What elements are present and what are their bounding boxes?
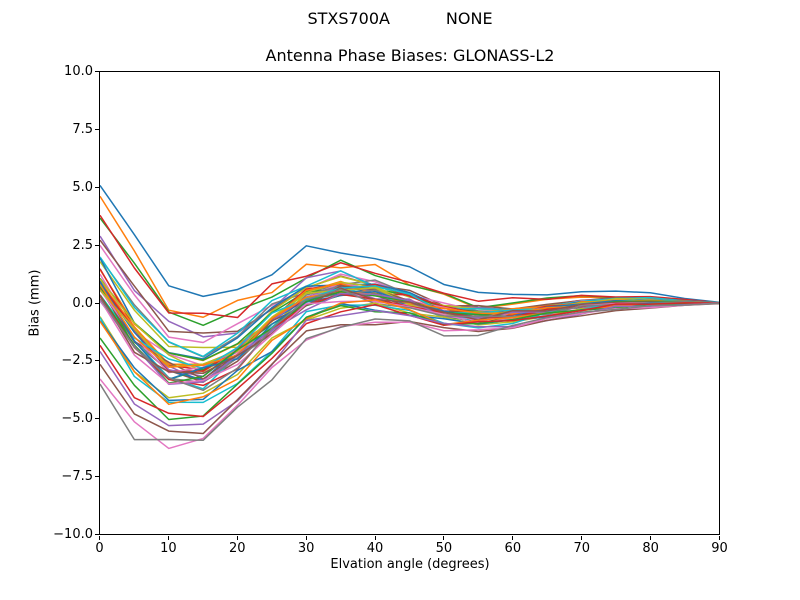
x-tick-label: 80 — [642, 541, 659, 556]
x-tick-label: 40 — [366, 541, 384, 556]
y-tick-mark — [95, 360, 99, 362]
y-tick-label: 7.5 — [72, 121, 93, 137]
y-tick-mark — [95, 128, 99, 130]
y-tick-mark — [95, 418, 99, 420]
plot-lines — [100, 72, 719, 534]
x-tick-label: 10 — [160, 541, 177, 556]
y-tick-label: 2.5 — [72, 237, 93, 253]
y-tick-label: 5.0 — [72, 179, 93, 195]
bias-curve — [100, 185, 719, 302]
x-tick-label: 90 — [711, 541, 728, 556]
y-tick-mark — [95, 244, 99, 246]
y-tick-label: 0.0 — [72, 295, 93, 311]
x-tick-label: 20 — [228, 541, 246, 556]
x-tick-label: 50 — [435, 541, 453, 556]
x-tick-mark — [581, 535, 583, 540]
figure-suptitle: STXS700A NONE — [307, 9, 493, 28]
bias-curve — [100, 240, 719, 333]
y-tick-label: −5.0 — [61, 411, 93, 427]
x-axis-label: Elvation angle (degrees) — [330, 557, 490, 572]
plot-area — [99, 71, 720, 535]
x-tick-mark — [443, 535, 445, 540]
x-tick-mark — [512, 535, 514, 540]
y-tick-mark — [95, 302, 99, 304]
y-tick-label: −7.5 — [61, 469, 93, 485]
chart-title: Antenna Phase Biases: GLONASS-L2 — [265, 46, 555, 65]
x-tick-mark — [374, 535, 376, 540]
bias-curve — [100, 303, 719, 440]
x-tick-mark — [719, 535, 720, 540]
x-tick-mark — [99, 535, 100, 540]
x-tick-mark — [236, 535, 238, 540]
y-tick-mark — [95, 71, 99, 72]
x-tick-label: 0 — [95, 541, 104, 556]
x-tick-label: 70 — [573, 541, 590, 556]
y-tick-mark — [95, 476, 99, 478]
y-tick-mark — [95, 534, 99, 535]
x-tick-mark — [650, 535, 652, 540]
x-tick-mark — [167, 535, 169, 540]
bias-curve — [100, 303, 719, 448]
bias-curve — [100, 303, 719, 425]
y-tick-mark — [95, 186, 99, 188]
bias-curve — [100, 269, 719, 370]
x-tick-mark — [305, 535, 307, 540]
y-tick-label: 10.0 — [64, 64, 93, 79]
x-tick-label: 60 — [504, 541, 522, 556]
bias-curve — [100, 288, 719, 373]
y-tick-label: −2.5 — [61, 353, 93, 369]
y-tick-label: −10.0 — [53, 527, 93, 542]
x-tick-label: 30 — [297, 541, 315, 556]
